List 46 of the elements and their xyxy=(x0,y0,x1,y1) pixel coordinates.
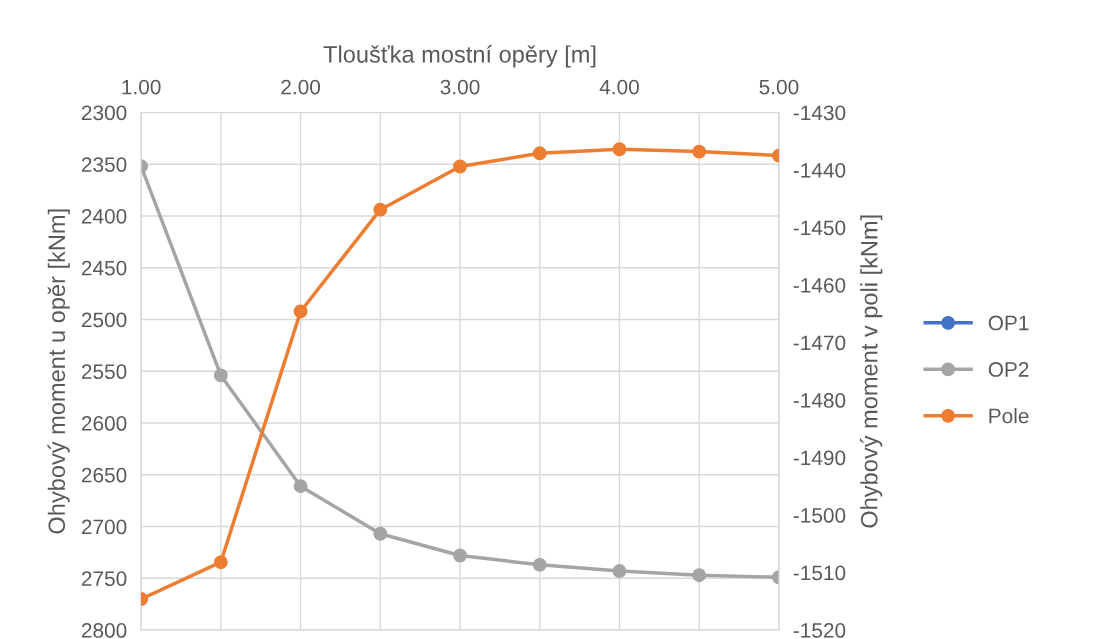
x-tick-label: 1.00 xyxy=(122,79,161,95)
y-tick-label: 2550 xyxy=(81,364,127,380)
x-tick-label: 3.00 xyxy=(440,79,480,95)
point xyxy=(692,144,707,159)
point xyxy=(293,479,308,494)
y-tick-label: 2650 xyxy=(81,467,127,483)
y-tick-label: 2600 xyxy=(81,416,127,431)
x-tick-label: 2.00 xyxy=(281,79,321,95)
x-tick-label: 5.00 xyxy=(759,79,799,95)
legend-label: OP2 xyxy=(988,362,1029,377)
y2-tick-label: -1490 xyxy=(793,450,846,466)
y2-tick-label: -1460 xyxy=(793,278,846,293)
y-axis-title: Ohybový moment u opěr [kNm] xyxy=(47,209,70,534)
point xyxy=(612,564,627,578)
y2-tick-label: -1480 xyxy=(793,393,846,408)
point xyxy=(612,142,627,157)
y-tick-label: 2300 xyxy=(81,105,127,121)
point xyxy=(532,146,547,161)
y2-tick-label: -1500 xyxy=(793,508,846,523)
y-tick-label: 2350 xyxy=(81,157,127,172)
y-tick-label: 2450 xyxy=(81,260,127,276)
y-tick-label: 2700 xyxy=(81,519,127,535)
y2-tick-label: -1470 xyxy=(793,335,846,351)
point xyxy=(213,368,228,383)
y2-tick-label: -1450 xyxy=(793,220,846,236)
point xyxy=(373,202,388,217)
point xyxy=(453,159,467,174)
y2-tick-label: -1430 xyxy=(793,105,846,121)
y2-tick-label: -1510 xyxy=(793,565,846,581)
y2-tick-label: -1440 xyxy=(793,162,846,178)
y-tick-label: 2500 xyxy=(81,312,127,328)
legend-label: OP1 xyxy=(988,315,1029,331)
y2-tick-label: -1520 xyxy=(793,623,846,638)
point xyxy=(692,568,707,583)
x-axis-title: Tloušťka mostní opěry [m] xyxy=(323,45,596,68)
y-tick-label: 2800 xyxy=(81,623,127,638)
x-tick-label: 4.00 xyxy=(599,79,639,95)
point xyxy=(532,557,547,572)
point xyxy=(213,555,228,570)
point xyxy=(453,548,467,563)
legend-label: Pole xyxy=(989,408,1029,424)
y-tick-label: 2750 xyxy=(81,571,127,587)
point xyxy=(373,526,388,541)
y-tick-label: 2400 xyxy=(81,208,127,224)
y2-axis-title: Ohybový moment v poli [kNm] xyxy=(859,215,883,528)
point xyxy=(293,304,308,319)
